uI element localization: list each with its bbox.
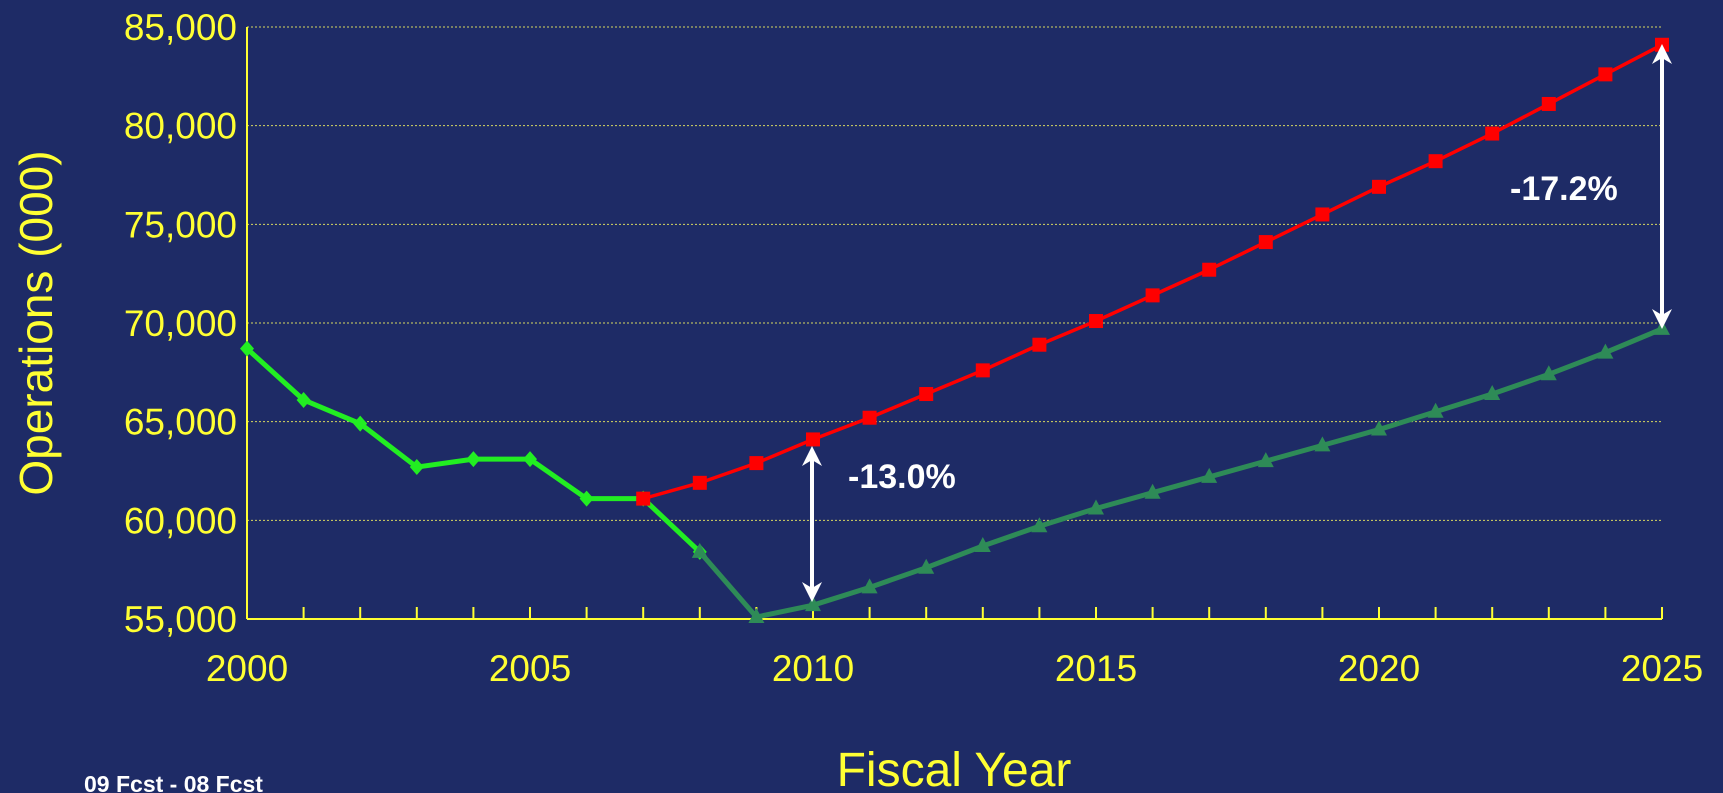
marker [1202,262,1217,277]
marker [1031,517,1048,533]
marker [1427,402,1444,418]
marker [1314,436,1331,452]
y-tick-label: 55,000 [124,599,237,640]
marker [1145,288,1160,303]
marker [1088,499,1104,515]
marker [1201,467,1218,483]
annotation: -13.0% [848,458,956,496]
footnote: 09 Fcst - 08 Fcst [84,771,263,793]
marker [1485,126,1500,141]
grid: 55,000 60,000 65,000 70,000 75,000 80,000 85,0… [124,7,1703,689]
marker [409,459,424,476]
x-axis-title: Fiscal Year [837,744,1072,793]
y-tick-label: 60,000 [124,500,237,541]
marker [1428,154,1443,169]
marker [1597,343,1614,359]
marker [975,363,990,378]
x-tick-label: 2000 [206,648,288,689]
x-tick-label: 2025 [1621,648,1703,689]
marker [353,415,368,432]
marker [636,491,651,506]
marker [861,578,878,594]
marker [1089,314,1103,329]
marker [1257,452,1274,468]
x-tick-label: 2020 [1338,648,1420,689]
marker [1371,420,1387,436]
marker [523,451,537,468]
marker [748,608,765,624]
marker [1032,337,1047,352]
y-tick-label: 75,000 [124,204,237,245]
marker [692,475,707,490]
marker [749,456,764,471]
marker [296,391,311,408]
marker [1144,483,1161,499]
marker [805,596,821,612]
marker [862,410,877,425]
marker [691,542,708,558]
marker [466,451,481,468]
marker [806,432,820,447]
marker [579,490,594,507]
y-tick-label: 85,000 [124,7,237,48]
y-axis-title: Operations (000) [10,150,62,495]
marker [1484,385,1501,401]
x-tick-label: 2015 [1055,648,1137,689]
y-tick-label: 65,000 [124,402,237,443]
marker [918,558,935,574]
marker [1541,96,1556,111]
marker [1372,179,1386,194]
y-tick-label: 80,000 [124,106,237,147]
x-tick-label: 2010 [772,648,854,689]
marker [240,340,254,357]
marker [1315,207,1330,222]
x-tick-label: 2005 [489,648,571,689]
marker [919,387,934,402]
y-tick-label: 70,000 [124,303,237,344]
marker [1258,235,1273,250]
series-line [697,326,1663,620]
annotation: -17.2% [1510,170,1618,208]
marker [1598,67,1613,82]
marker [1540,365,1557,381]
marker [974,536,991,552]
